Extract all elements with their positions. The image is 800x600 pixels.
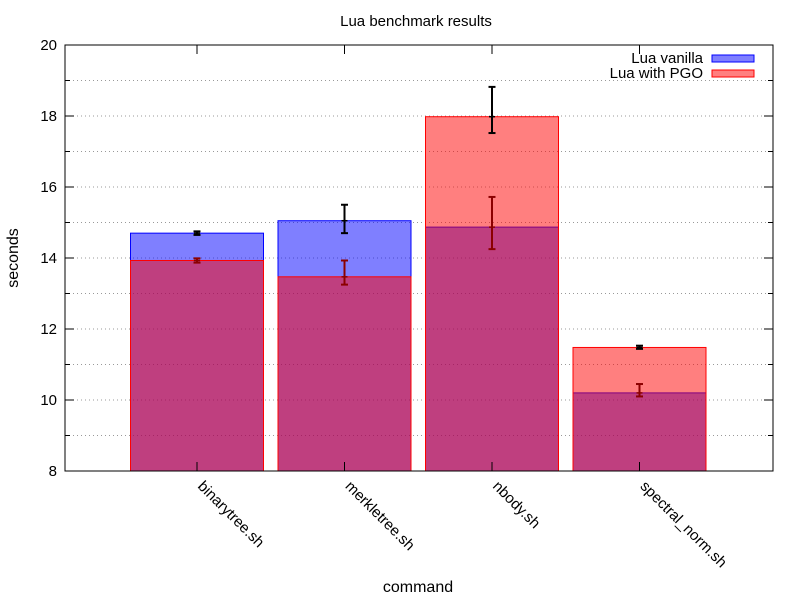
x-tick-label: merkletree.sh [342,478,418,554]
y-tick-label: 12 [40,321,57,338]
y-tick-label: 14 [40,250,57,267]
error-bar-pgo-0 [193,257,201,264]
y-tick-label: 18 [40,108,57,125]
error-bar-pgo-2 [488,85,496,135]
bars [130,116,707,472]
x-tick-label: binarytree.sh [194,478,267,551]
error-bar-vanilla-0 [193,230,201,236]
bar-pgo-0 [130,259,264,472]
x-tick-label: nbody.sh [489,478,543,532]
x-tick-label: spectral_norm.sh [637,478,730,571]
error-bar-vanilla-2 [488,195,496,251]
error-bar-pgo-1 [341,259,348,286]
bar-pgo-2 [425,116,559,472]
y-axis-label: seconds [5,228,22,288]
error-bar-pgo-3 [636,344,643,350]
chart-title: Lua benchmark results [340,13,492,30]
error-bar-vanilla-3 [636,383,643,398]
error-bar-vanilla-1 [341,203,348,235]
legend-label-0: Lua vanilla [631,50,703,67]
legend-swatch-0 [711,54,755,63]
error-bars [193,85,643,398]
y-tick-label: 10 [40,392,57,409]
y-tick-label: 8 [49,463,57,480]
legend-label-1: Lua with PGO [610,65,703,82]
x-axis-label: command [383,579,453,596]
legend-swatch-1 [711,69,755,78]
bar-pgo-1 [277,276,412,472]
bar-pgo-3 [572,346,707,472]
y-tick-label: 20 [40,37,57,54]
y-tick-label: 16 [40,179,57,196]
